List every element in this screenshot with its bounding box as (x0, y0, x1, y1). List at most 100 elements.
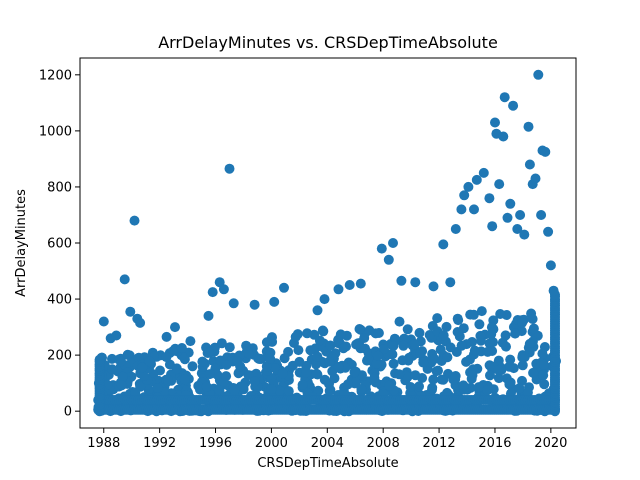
scatter-point (459, 190, 470, 201)
scatter-point (487, 221, 498, 232)
scatter-point (218, 284, 229, 295)
scatter-point (314, 335, 325, 346)
scatter-point (384, 380, 395, 391)
scatter-point (402, 324, 413, 335)
scatter-point (508, 100, 519, 111)
scatter-point (294, 356, 305, 367)
scatter-point (152, 383, 163, 393)
scatter-point (171, 363, 182, 374)
scatter-point (452, 313, 463, 324)
scatter-point (170, 322, 180, 333)
scatter-point (469, 204, 479, 215)
scatter-point (539, 379, 550, 390)
scatter-point (414, 327, 425, 338)
scatter-point (414, 381, 424, 392)
scatter-point (482, 346, 493, 357)
x-tick-label: 1988 (87, 436, 120, 451)
scatter-point (409, 339, 420, 350)
scatter-point (312, 305, 323, 316)
scatter-point (319, 294, 330, 305)
scatter-point (388, 341, 399, 351)
scatter-point (517, 317, 528, 328)
scatter-point (397, 355, 408, 366)
scatter-point (138, 371, 149, 381)
scatter-point (536, 210, 547, 220)
scatter-point (517, 360, 528, 371)
scatter-point (311, 359, 321, 370)
scatter-point (445, 342, 456, 353)
scatter-point (461, 356, 472, 367)
scatter-point (484, 193, 495, 204)
scatter-point (485, 370, 495, 381)
scatter-point (463, 181, 474, 192)
scatter-point (452, 327, 463, 337)
y-axis-label: ArrDelayMinutes (14, 189, 29, 297)
scatter-point (137, 362, 148, 373)
scatter-point (490, 117, 500, 128)
scatter-point (301, 367, 312, 378)
scatter-point (519, 352, 530, 363)
scatter-point (216, 338, 227, 349)
scatter-point (333, 284, 344, 295)
scatter-point (436, 374, 447, 385)
scatter-point (111, 330, 122, 341)
scatter-point (279, 282, 289, 293)
scatter-point (441, 321, 452, 332)
scatter-point (302, 328, 313, 339)
scatter-point (344, 280, 355, 290)
scatter-point (261, 337, 272, 348)
scatter-point (539, 359, 549, 370)
scatter-point (473, 382, 484, 393)
scatter-point (501, 341, 511, 352)
scatter-point (493, 364, 504, 375)
y-tick-label: 0 (64, 405, 72, 420)
scatter-point (232, 356, 243, 366)
y-tick-label: 600 (47, 237, 72, 252)
scatter-point (312, 351, 323, 362)
scatter-point (424, 330, 435, 340)
scatter-point (98, 316, 109, 327)
scatter-point (482, 385, 493, 396)
scatter-point (498, 131, 509, 142)
scatter-point (204, 347, 215, 358)
x-tick-label: 2000 (255, 436, 288, 451)
scatter-point (203, 310, 214, 321)
scatter-point (499, 92, 510, 103)
x-tick-label: 2004 (311, 436, 344, 451)
x-tick-label: 1996 (199, 436, 232, 451)
scatter-point (254, 354, 265, 364)
scatter-point (468, 309, 479, 320)
scatter-point (450, 371, 461, 381)
scatter-point (438, 239, 449, 250)
scatter-point (450, 224, 461, 234)
scatter-point (135, 317, 146, 328)
x-tick-label: 1992 (143, 436, 176, 451)
scatter-point (495, 309, 506, 319)
scatter-point (161, 331, 172, 342)
scatter-point (524, 338, 535, 349)
scatter-point (505, 354, 516, 365)
scatter-point (502, 212, 513, 223)
scatter-point (204, 369, 215, 380)
scatter-point (429, 354, 440, 364)
scatter-point (438, 330, 449, 341)
scatter-point (221, 359, 232, 370)
y-tick-label: 800 (47, 180, 72, 195)
scatter-point (197, 356, 208, 367)
scatter-point (394, 369, 405, 380)
scatter-point (527, 314, 538, 324)
x-tick-label: 2008 (367, 436, 400, 451)
chart-title: ArrDelayMinutes vs. CRSDepTimeAbsolute (158, 33, 498, 52)
scatter-point (305, 345, 316, 356)
scatter-point (493, 373, 504, 384)
scatter-point (524, 159, 535, 170)
x-tick-label: 2020 (534, 436, 567, 451)
scatter-point (471, 174, 482, 185)
scatter-point (266, 384, 277, 395)
scatter-point (229, 385, 240, 396)
scatter-point (283, 386, 294, 397)
scatter-point (185, 336, 196, 347)
scatter-point (163, 375, 174, 386)
scatter-point (533, 69, 544, 80)
scatter-point (243, 370, 254, 381)
